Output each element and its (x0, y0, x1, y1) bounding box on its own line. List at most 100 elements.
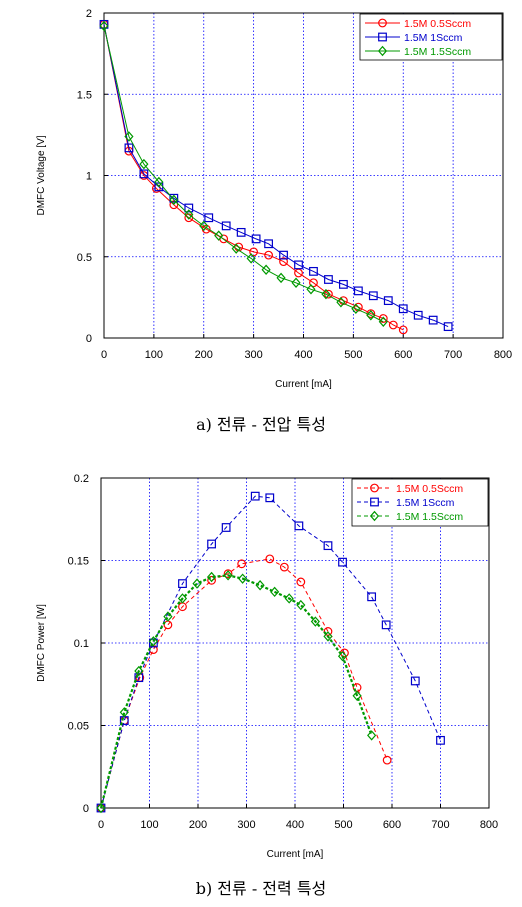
chart-0-series-1-point (221, 221, 231, 231)
chart-0-series-2-point (261, 264, 271, 275)
chart-1-series-1-point (134, 673, 144, 683)
chart-0-series-2-point (139, 158, 149, 170)
chart-0-y-tick-label: 2 (86, 8, 92, 20)
chart-1-series-0-point (223, 569, 233, 579)
chart-1-series-2-point (284, 593, 294, 604)
chart-0-series-0-point (398, 325, 408, 335)
chart-1-series-2-point (352, 690, 362, 702)
chart-0-series-1-point (383, 296, 393, 306)
chart-0-x-tick-label: 200 (195, 349, 213, 361)
chart-1-legend-marker-0 (370, 483, 379, 493)
chart-0-y-axis-label: DMFC Voltage [V] (36, 135, 47, 215)
chart-0-legend-marker-2 (377, 45, 388, 57)
chart-1-series-2-point (255, 580, 265, 591)
chart-0-series-1-point (279, 250, 288, 260)
chart-0-y-tick-label: 0 (86, 333, 92, 345)
chart-0-series-2-point (306, 284, 316, 295)
chart-0-legend-marker-0 (378, 18, 387, 28)
chart-1-series-2 (96, 570, 377, 814)
chart-0-series-1-point (169, 193, 179, 203)
chart-0-series-0-point (264, 250, 273, 260)
chart-0-series-2-point (154, 176, 164, 188)
chart-0-series-2-point (378, 316, 388, 327)
chart-0-series-1-point (413, 310, 423, 320)
chart-1-series-2-point (163, 611, 173, 622)
chart-1-series-2-point (238, 573, 248, 584)
chart-1-legend-label-0: 1.5M 0.5Sccm (396, 483, 463, 495)
chart-1-series-1-point (410, 676, 420, 686)
chart-0-x-axis-label: Current [mA] (275, 379, 332, 390)
chart-1-y-tick-label: 0.2 (74, 473, 89, 485)
chart-1-series-2-point (119, 707, 129, 718)
chart-1-series-1-point (381, 620, 391, 630)
chart-0-series-2-point (366, 310, 376, 321)
chart-1-series-2-point (296, 599, 306, 611)
chart-1-legend-marker-2 (369, 510, 380, 522)
chart-1-series-2-point (148, 636, 158, 647)
chart-1-series-2-point (223, 570, 233, 581)
chart-0-series-0-point (249, 247, 259, 257)
chart-1-y-axis-label: DMFC Power [W] (36, 604, 47, 682)
chart-1-series-2-point (192, 578, 202, 589)
chart-0-series-2-point (276, 272, 286, 284)
chart-0-series-0-point (378, 314, 388, 323)
chart-0-series-1-point (324, 275, 333, 284)
chart-1-series-1-point (221, 523, 231, 532)
chart-0-series-1-point (124, 143, 134, 153)
chart-1-x-tick-label: 300 (237, 819, 255, 831)
chart-0-series-2-point (291, 277, 301, 288)
chart-0-series-2-point (321, 288, 331, 300)
chart-0-series-2-point (351, 303, 361, 314)
chart-0-series-2-point (231, 243, 241, 254)
chart-0-x-tick-label: 100 (145, 349, 163, 361)
chart-0-series-1-point (139, 169, 149, 179)
chart-1-series-2-point (323, 631, 333, 642)
chart-1-y-tick-label: 0 (83, 803, 89, 815)
chart-0-legend: 1.5M 0.5Sccm 1.5M 1Sccm 1.5M 1.5Sccm (359, 13, 503, 61)
chart-1-series-2-point (367, 730, 377, 741)
chart-0-series-2-point (184, 209, 194, 220)
chart-1-x-tick-label: 0 (98, 819, 104, 831)
chart-0-legend-label-0: 1.5M 0.5Sccm (404, 18, 471, 30)
chart-0-x-tick-label: 400 (294, 349, 312, 361)
chart-0-series-1-point (309, 266, 318, 276)
chart-1-series-1-point (250, 491, 260, 501)
chart-1-legend-box (351, 478, 489, 527)
chart-0-x-tick-label: 0 (101, 349, 107, 361)
chart-1-series-0-point (279, 562, 289, 572)
chart-0-series-1-point (294, 260, 303, 270)
chart-0-y-tick-label: 0.5 (77, 252, 92, 264)
chart-0-series-1-point (339, 279, 348, 289)
chart-0-x-tick-label: 300 (244, 349, 262, 361)
chart-1-series-0-line (100, 558, 388, 809)
chart-0-series-1-point (264, 239, 273, 249)
chart-1-series-1-point (148, 638, 158, 648)
chart-1-series-2-point (310, 616, 320, 627)
chart-1-series-1 (96, 491, 445, 813)
chart-1-series-1-point (338, 557, 347, 567)
chart-1-legend-marker-1 (370, 497, 379, 507)
chart-1-series-1-point (294, 521, 304, 531)
chart-1-series-2-point (134, 665, 144, 677)
chart-1-y-tick-label: 0.05 (68, 721, 89, 733)
chart-1-series-1-point (178, 579, 187, 588)
chart-0-series-1-point (236, 227, 246, 237)
chart-1-series-2-point (270, 586, 280, 598)
chart-1-series-2-point (337, 650, 348, 662)
chart-1-series-0-point (237, 559, 247, 569)
chart-1-legend-label-2: 1.5M 1.5Sccm (396, 511, 463, 523)
chart-1-series-1-point (207, 539, 216, 549)
chart-1-series-1-point (367, 592, 377, 602)
chart-1-series-2-point (206, 571, 217, 583)
chart-1-x-tick-label: 600 (383, 819, 401, 831)
chart-1-x-tick-label: 200 (189, 819, 207, 831)
chart-0-series-2-line (103, 25, 384, 323)
chart-0-series-2 (99, 20, 388, 327)
chart-1-series-0-point (382, 755, 392, 765)
chart-1-x-tick-label: 100 (140, 819, 158, 831)
chart-1-series-0-point (296, 577, 306, 587)
chart-0-series-0-point (388, 320, 398, 330)
chart-0-series-0-line (103, 24, 404, 331)
chart-1-series-0-point (207, 575, 216, 585)
chart-1-x-axis-label: Current [mA] (267, 849, 324, 860)
